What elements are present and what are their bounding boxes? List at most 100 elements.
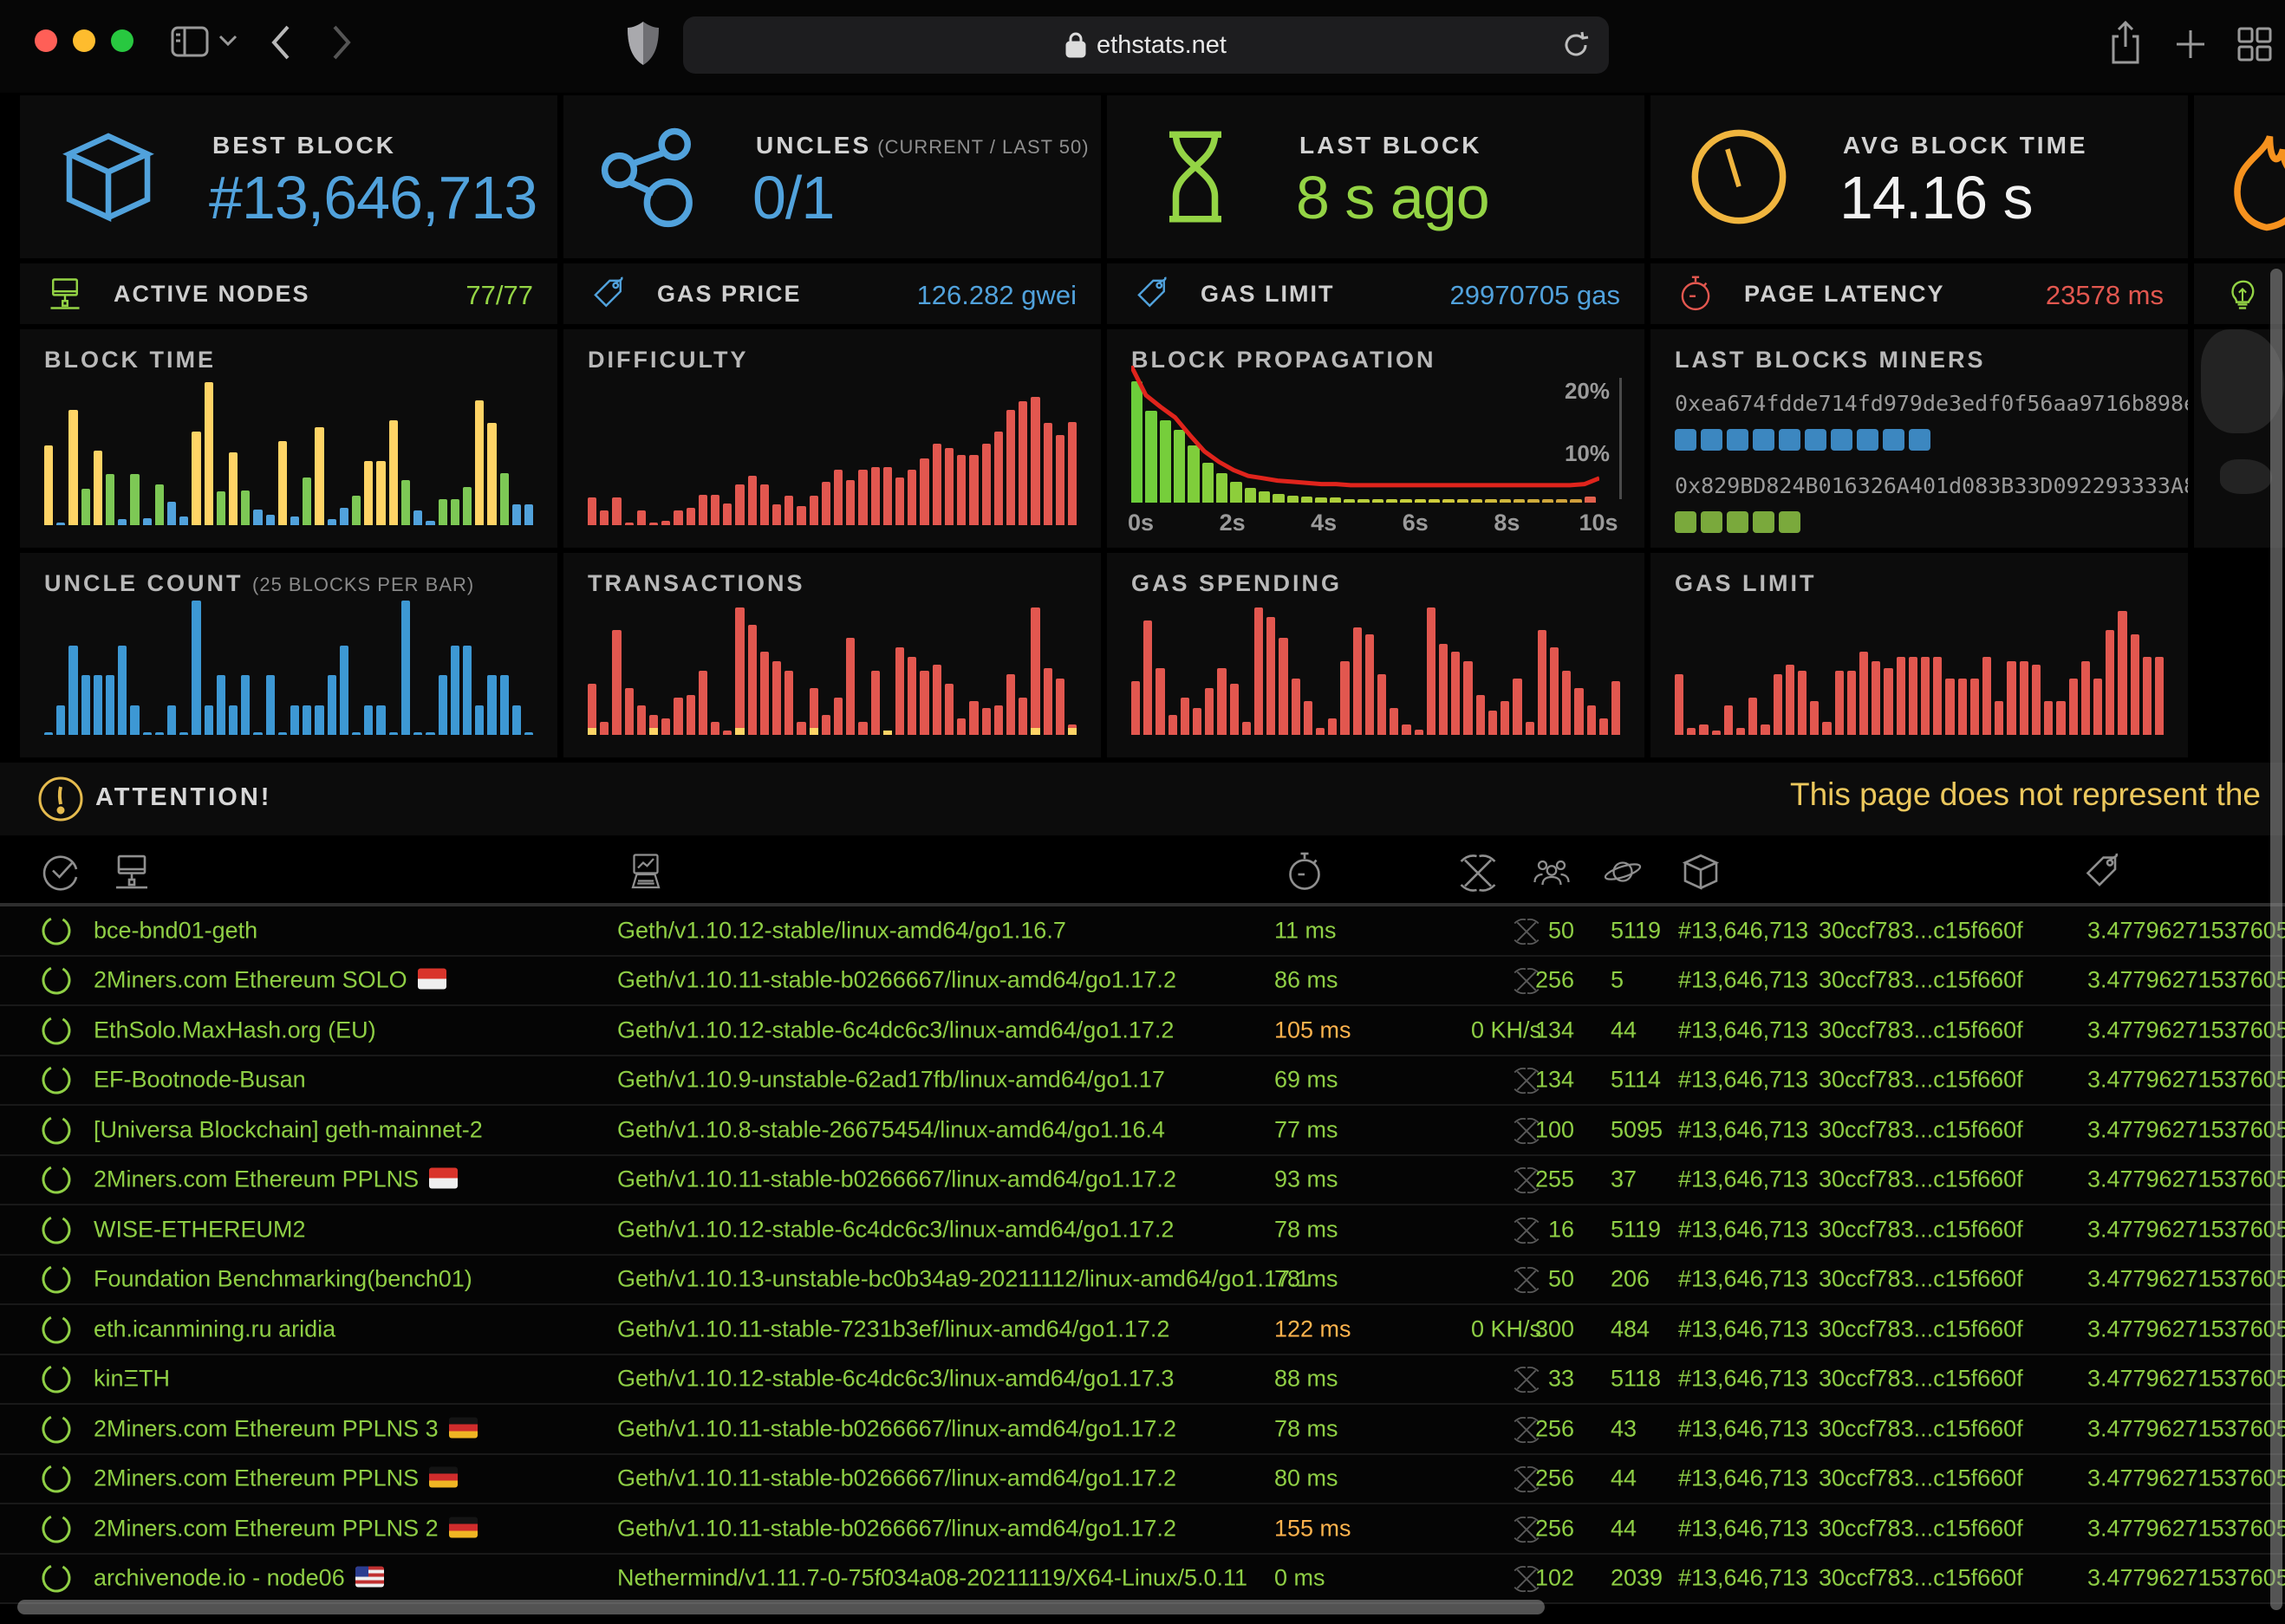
node-name[interactable]: 2Miners.com Ethereum PPLNS 3: [94, 1415, 478, 1442]
tab-overview-button[interactable]: [2236, 26, 2273, 62]
table-row[interactable]: 2Miners.com Ethereum PPLNSGeth/v1.10.11-…: [0, 1455, 2285, 1505]
header-saturn-icon[interactable]: [1602, 851, 1644, 893]
node-pending: 5095: [1611, 1116, 1663, 1143]
node-block-hash[interactable]: 30ccf783...c15f660f: [1819, 1116, 2023, 1143]
header-tag-icon[interactable]: [2081, 851, 2123, 893]
node-block-hash[interactable]: 30ccf783...c15f660f: [1819, 917, 2023, 944]
node-block-hash[interactable]: 30ccf783...c15f660f: [1819, 1017, 2023, 1043]
node-best-block[interactable]: #13,646,713: [1678, 1315, 1808, 1342]
table-row[interactable]: EF-Bootnode-Busan Geth/v1.10.9-unstable-6…: [0, 1056, 2285, 1107]
table-row[interactable]: 2Miners.com Ethereum PPLNSGeth/v1.10.11-…: [0, 1156, 2285, 1206]
node-pending: 44: [1611, 1465, 1637, 1492]
close-button[interactable]: [35, 29, 57, 52]
node-status-icon: [40, 1562, 73, 1595]
address-bar[interactable]: ethstats.net: [683, 16, 1609, 74]
table-row[interactable]: [Universa Blockchain] geth-mainnet-2Geth…: [0, 1106, 2285, 1156]
node-name[interactable]: 2Miners.com Ethereum SOLO: [94, 967, 446, 994]
miner-address[interactable]: 0xea674fdde714fd979de3edf0f56aa9716b898e…: [1675, 391, 2188, 416]
chart-bar: [1156, 668, 1164, 736]
node-name[interactable]: bce-bnd01-geth: [94, 917, 257, 944]
node-best-block[interactable]: #13,646,713: [1678, 967, 1808, 994]
node-version: Geth/v1.10.9-unstable-62ad17fb/linux-amd…: [617, 1067, 1165, 1094]
node-block-hash[interactable]: 30ccf783...c15f660f: [1819, 1366, 2023, 1393]
table-row[interactable]: 2Miners.com Ethereum PPLNS 3Geth/v1.10.1…: [0, 1405, 2285, 1455]
chart-bar: [822, 715, 830, 735]
header-laptop-icon[interactable]: [625, 851, 667, 893]
node-latency: 0 ms: [1274, 1565, 1325, 1592]
chart-bar: [106, 675, 114, 735]
node-name[interactable]: EthSolo.MaxHash.org (EU): [94, 1017, 376, 1043]
node-block-hash[interactable]: 30ccf783...c15f660f: [1819, 1515, 2023, 1542]
chart-bar: [426, 732, 434, 735]
node-block-hash[interactable]: 30ccf783...c15f660f: [1819, 1315, 2023, 1342]
node-name[interactable]: 2Miners.com Ethereum PPLNS: [94, 1166, 458, 1193]
table-row[interactable]: WISE-ETHEREUM2Geth/v1.10.12-stable-6c4dc…: [0, 1205, 2285, 1256]
new-tab-button[interactable]: [2174, 28, 2207, 61]
node-best-block[interactable]: #13,646,713: [1678, 1266, 1808, 1293]
header-cube-icon[interactable]: [1680, 851, 1722, 893]
node-best-block[interactable]: #13,646,713: [1678, 1565, 1808, 1592]
node-name[interactable]: archivenode.io - node06: [94, 1565, 384, 1592]
miner-entry[interactable]: 0xea674fdde714fd979de3edf0f56aa9716b898e…: [1675, 390, 2188, 451]
node-block-hash[interactable]: 30ccf783...c15f660f: [1819, 1415, 2023, 1442]
miner-address[interactable]: 0x829BD824B016326A401d083B33D092293333A8…: [1675, 473, 2188, 498]
table-row[interactable]: EthSolo.MaxHash.org (EU)Geth/v1.10.12-st…: [0, 1006, 2285, 1056]
chart-bar: [588, 684, 596, 735]
node-best-block[interactable]: #13,646,713: [1678, 1515, 1808, 1542]
horizontal-scrollbar[interactable]: [17, 1600, 1545, 1614]
zoom-button[interactable]: [111, 29, 133, 52]
chart-bar: [1442, 499, 1454, 503]
table-row[interactable]: kinΞTHGeth/v1.10.12-stable-6c4dc6c3/linu…: [0, 1355, 2285, 1406]
node-name[interactable]: eth.icanmining.ru aridia: [94, 1315, 335, 1342]
node-block-hash[interactable]: 30ccf783...c15f660f: [1819, 1565, 2023, 1592]
node-name[interactable]: WISE-ETHEREUM2: [94, 1216, 306, 1243]
vertical-scrollbar[interactable]: [2270, 269, 2282, 1610]
header-stopwatch-icon[interactable]: [1284, 851, 1325, 893]
table-row[interactable]: Foundation Benchmarking(bench01)Geth/v1.…: [0, 1256, 2285, 1306]
node-best-block[interactable]: #13,646,713: [1678, 1017, 1808, 1043]
privacy-shield-icon[interactable]: [626, 20, 661, 67]
node-best-block[interactable]: #13,646,713: [1678, 1216, 1808, 1243]
node-name[interactable]: [Universa Blockchain] geth-mainnet-2: [94, 1116, 483, 1143]
chart-bar: [2032, 665, 2041, 735]
header-pickaxes-icon[interactable]: [1457, 851, 1499, 893]
table-row[interactable]: eth.icanmining.ru aridiaGeth/v1.10.11-st…: [0, 1305, 2285, 1355]
table-row[interactable]: 2Miners.com Ethereum PPLNS 2Geth/v1.10.1…: [0, 1504, 2285, 1555]
forward-button[interactable]: [331, 24, 352, 61]
chart-bar: [1145, 411, 1156, 503]
sidebar-toggle-button[interactable]: [170, 24, 210, 59]
table-row[interactable]: archivenode.io - node06Nethermind/v1.11.…: [0, 1555, 2285, 1605]
node-block-hash[interactable]: 30ccf783...c15f660f: [1819, 967, 2023, 994]
node-name[interactable]: kinΞTH: [94, 1366, 170, 1393]
miner-entry[interactable]: 0x829BD824B016326A401d083B33D092293333A8…: [1675, 472, 2188, 533]
node-name[interactable]: EF-Bootnode-Busan: [94, 1067, 306, 1094]
header-nodes-icon[interactable]: [111, 851, 153, 893]
chart-bar: [364, 461, 373, 525]
table-row[interactable]: bce-bnd01-gethGeth/v1.10.12-stable/linux…: [0, 906, 2285, 957]
node-block-hash[interactable]: 30ccf783...c15f660f: [1819, 1166, 2023, 1193]
node-best-block[interactable]: #13,646,713: [1678, 1366, 1808, 1393]
minimize-button[interactable]: [73, 29, 95, 52]
node-name[interactable]: 2Miners.com Ethereum PPLNS 2: [94, 1515, 478, 1542]
node-name[interactable]: 2Miners.com Ethereum PPLNS: [94, 1465, 458, 1492]
node-block-hash[interactable]: 30ccf783...c15f660f: [1819, 1216, 2023, 1243]
table-row[interactable]: 2Miners.com Ethereum SOLOGeth/v1.10.11-s…: [0, 957, 2285, 1007]
flag-us-icon: [355, 1567, 384, 1588]
share-button[interactable]: [2108, 21, 2143, 66]
back-button[interactable]: [270, 24, 291, 61]
node-block-hash[interactable]: 30ccf783...c15f660f: [1819, 1067, 2023, 1094]
node-best-block[interactable]: #13,646,713: [1678, 1166, 1808, 1193]
chevron-down-icon[interactable]: [218, 35, 238, 47]
chart-bar: [772, 504, 781, 525]
reload-button[interactable]: [1562, 30, 1590, 60]
node-best-block[interactable]: #13,646,713: [1678, 917, 1808, 944]
node-block-hash[interactable]: 30ccf783...c15f660f: [1819, 1266, 2023, 1293]
node-best-block[interactable]: #13,646,713: [1678, 1415, 1808, 1442]
header-check-circle-icon[interactable]: [40, 851, 81, 893]
node-best-block[interactable]: #13,646,713: [1678, 1067, 1808, 1094]
header-peers-icon[interactable]: [1531, 851, 1572, 893]
node-block-hash[interactable]: 30ccf783...c15f660f: [1819, 1465, 2023, 1492]
node-name[interactable]: Foundation Benchmarking(bench01): [94, 1266, 472, 1293]
node-best-block[interactable]: #13,646,713: [1678, 1116, 1808, 1143]
node-best-block[interactable]: #13,646,713: [1678, 1465, 1808, 1492]
